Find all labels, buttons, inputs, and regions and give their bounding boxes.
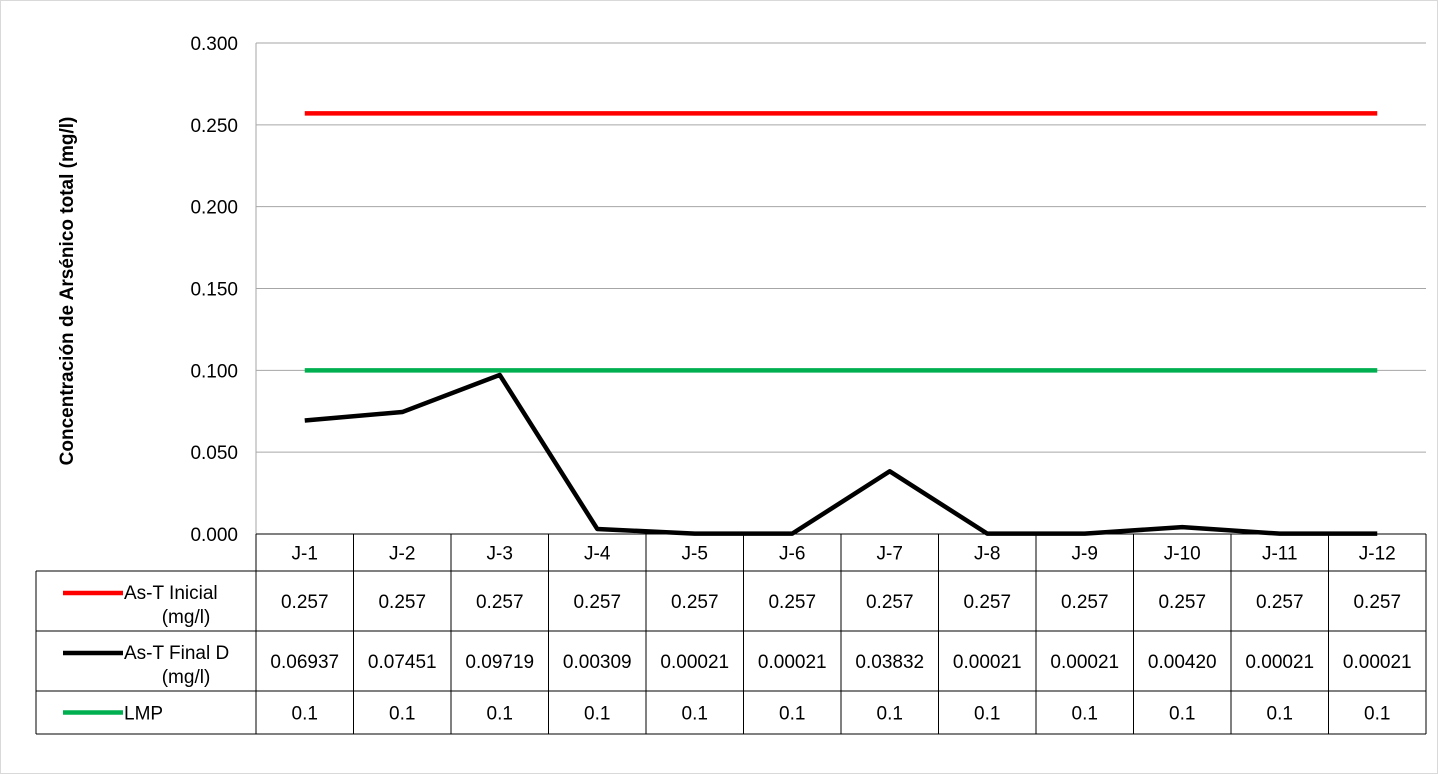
data-label: 0.257 xyxy=(378,592,426,613)
data-label: 0.03832 xyxy=(855,652,924,673)
data-label: 0.257 xyxy=(476,592,524,613)
legend-label: As-T Final D xyxy=(124,643,229,664)
data-label: 0.257 xyxy=(281,592,329,613)
data-label: 0.257 xyxy=(768,592,816,613)
data-label: 0.1 xyxy=(1169,704,1195,725)
data-label: 0.1 xyxy=(682,704,708,725)
data-label: 0.1 xyxy=(1072,704,1098,725)
y-tick-label: 0.050 xyxy=(190,443,238,464)
x-tick-label: J-7 xyxy=(877,544,903,565)
y-axis-label: Concentración de Arsénico total (mg/l) xyxy=(57,117,78,466)
data-label: 0.1 xyxy=(779,704,805,725)
data-label: 0.1 xyxy=(292,704,318,725)
x-tick-label: J-9 xyxy=(1072,544,1098,565)
legend-label: As-T Inicial xyxy=(124,583,218,604)
legend-label: (mg/l) xyxy=(162,667,211,688)
data-label: 0.00021 xyxy=(1343,652,1412,673)
y-axis: 0.000 0.050 0.100 0.150 0.200 0.250 0.300 xyxy=(190,34,257,546)
gridlines xyxy=(256,42,1426,453)
data-label: 0.00021 xyxy=(660,652,729,673)
data-label: 0.257 xyxy=(1061,592,1109,613)
x-tick-label: J-6 xyxy=(779,544,805,565)
y-tick-label: 0.100 xyxy=(190,361,238,382)
data-label: 0.257 xyxy=(1256,592,1304,613)
y-tick-label: 0.150 xyxy=(190,280,238,301)
y-tick-label: 0.250 xyxy=(190,116,238,137)
data-label: 0.00021 xyxy=(953,652,1022,673)
data-label: 0.06937 xyxy=(270,652,339,673)
legend-label: (mg/l) xyxy=(162,607,211,628)
data-label: 0.1 xyxy=(389,704,415,725)
x-tick-label: J-1 xyxy=(292,544,318,565)
data-label: 0.257 xyxy=(1158,592,1206,613)
data-label: 0.1 xyxy=(1364,704,1390,725)
x-tick-label: J-4 xyxy=(584,544,611,565)
data-label: 0.257 xyxy=(963,592,1011,613)
x-tick-label: J-5 xyxy=(682,544,708,565)
data-label: 0.00021 xyxy=(758,652,827,673)
data-label: 0.257 xyxy=(1353,592,1401,613)
data-label: 0.00021 xyxy=(1245,652,1314,673)
data-label: 0.1 xyxy=(584,704,610,725)
y-tick-label: 0.300 xyxy=(190,34,238,55)
data-label: 0.257 xyxy=(866,592,914,613)
data-label: 0.07451 xyxy=(368,652,437,673)
x-tick-label: J-3 xyxy=(487,544,513,565)
x-tick-label: J-10 xyxy=(1164,544,1201,565)
data-label: 0.00420 xyxy=(1148,652,1217,673)
data-table: J-1 J-2 J-3 J-4 J-5 J-6 J-7 J-8 J-9 J-10 J-11 J-12 A… xyxy=(35,533,1427,735)
data-label: 0.1 xyxy=(487,704,513,725)
series-line-2 xyxy=(304,372,1378,536)
x-tick-label: J-12 xyxy=(1359,544,1396,565)
series-lines xyxy=(304,111,1378,536)
x-tick-label: J-11 xyxy=(1262,544,1298,565)
data-label: 0.257 xyxy=(573,592,621,613)
data-label: 0.00021 xyxy=(1050,652,1119,673)
x-tick-label: J-2 xyxy=(389,544,415,565)
data-label: 0.1 xyxy=(877,704,903,725)
y-tick-label: 0.000 xyxy=(190,525,238,546)
data-label: 0.1 xyxy=(974,704,1000,725)
legend-label: LMP xyxy=(124,704,163,725)
data-label: 0.257 xyxy=(671,592,719,613)
y-tick-label: 0.200 xyxy=(190,198,238,219)
data-label: 0.00309 xyxy=(563,652,632,673)
data-label: 0.09719 xyxy=(465,652,534,673)
data-label: 0.1 xyxy=(1267,704,1293,725)
x-tick-label: J-8 xyxy=(974,544,1000,565)
